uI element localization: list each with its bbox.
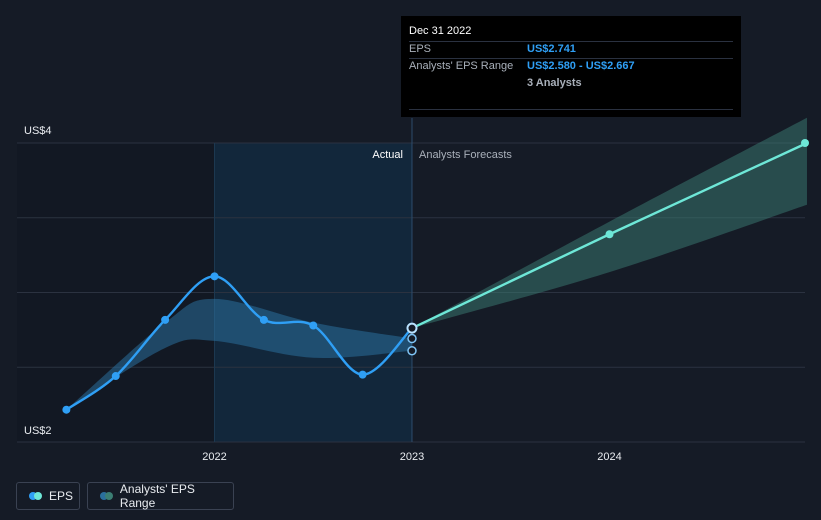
eps-point [210,272,219,281]
tooltip-range-label: Analysts' EPS Range [409,60,514,72]
tooltip-eps-value: US$2.741 [527,43,576,55]
tooltip-divider [409,58,733,59]
legend-eps[interactable]: EPS [16,482,80,510]
range-endpoint [407,346,417,356]
actual-label: Actual [372,149,403,161]
forecast-label: Analysts Forecasts [419,149,512,161]
tooltip-divider [409,109,733,110]
y-axis-label-bottom: US$2 [24,425,52,437]
x-tick-label: 2022 [202,451,226,463]
legend-range-label: Analysts' EPS Range [119,482,195,510]
analyst-range-band [66,298,412,410]
legend-eps-label: EPS [49,489,74,503]
tooltip: Dec 31 2022 EPS US$2.741 Analysts' EPS R… [401,16,741,117]
eps-point [161,315,170,324]
legend-eps-range[interactable]: Analysts' EPS Range [87,482,234,510]
tooltip-eps-label: EPS [409,43,432,55]
forecast-range-band [411,117,807,329]
tooltip-date: Dec 31 2022 [409,25,472,37]
range-legend-icon [100,492,114,500]
eps-legend-icon [29,492,43,500]
current-point [406,322,418,334]
forecast-point [605,230,614,239]
eps-point [259,315,268,324]
eps-point [111,372,120,381]
range-endpoint [407,333,417,344]
forecast-point [801,139,809,147]
x-tick-label: 2024 [597,451,621,463]
eps-point [62,405,71,414]
tooltip-analyst-count: 3 Analysts [527,77,582,89]
y-axis-label-top: US$4 [24,125,52,137]
tooltip-range-value: US$2.580 - US$2.667 [527,60,635,72]
eps-point [358,370,367,379]
tooltip-divider [409,41,733,42]
eps-point [309,321,318,330]
x-tick-label: 2023 [400,451,424,463]
